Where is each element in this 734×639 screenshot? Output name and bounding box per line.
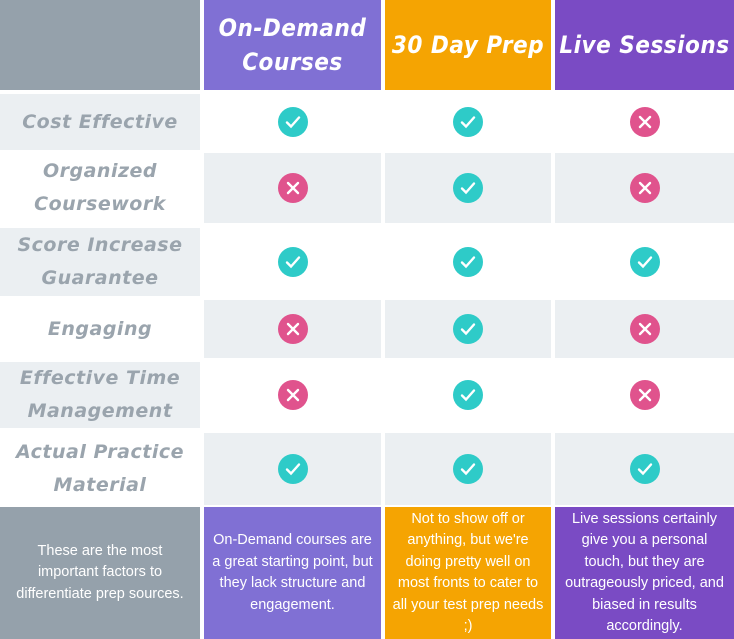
check-icon bbox=[277, 247, 308, 277]
row-label-text: Score Increase Guarantee bbox=[17, 234, 183, 289]
column-title: Live Sessions bbox=[559, 31, 730, 59]
row-label-text: Cost Effective bbox=[22, 110, 178, 133]
header-corner bbox=[0, 0, 200, 90]
table-cell bbox=[555, 433, 734, 505]
row-label: Actual Practice Material bbox=[0, 433, 200, 505]
table-cell bbox=[204, 300, 381, 358]
table-cell bbox=[555, 228, 734, 296]
column-header-3: Live Sessions bbox=[555, 0, 734, 90]
table-cell bbox=[555, 94, 734, 150]
check-icon bbox=[453, 173, 483, 203]
check-icon bbox=[629, 247, 660, 277]
check-icon bbox=[453, 247, 483, 277]
column-header-2: 30 Day Prep bbox=[385, 0, 551, 90]
table-cell bbox=[555, 362, 734, 428]
label-description: These are the most important factors to … bbox=[0, 507, 200, 639]
table-cell bbox=[204, 362, 381, 428]
column-description-3: Live sessions certainly give you a perso… bbox=[555, 507, 734, 639]
description-text: On-Demand courses are a great starting p… bbox=[212, 532, 373, 613]
table-cell bbox=[204, 153, 381, 223]
table-cell bbox=[385, 153, 551, 223]
check-icon bbox=[453, 107, 483, 137]
table-cell bbox=[385, 94, 551, 150]
row-label: Organized Coursework bbox=[0, 153, 200, 223]
row-label-text: Organized Coursework bbox=[34, 160, 166, 215]
check-icon bbox=[453, 314, 483, 344]
check-icon bbox=[629, 454, 660, 484]
row-label-text: Engaging bbox=[47, 317, 153, 340]
row-label-text: Actual Practice Material bbox=[16, 441, 184, 496]
cross-icon bbox=[277, 380, 308, 410]
description-text: Not to show off or anything, but we're d… bbox=[392, 510, 544, 635]
table-cell bbox=[385, 362, 551, 428]
check-icon bbox=[453, 380, 483, 410]
table-cell bbox=[555, 300, 734, 358]
table-cell bbox=[385, 228, 551, 296]
column-header-1: On-Demand Courses bbox=[204, 0, 381, 90]
table-cell bbox=[385, 433, 551, 505]
check-icon bbox=[277, 107, 308, 137]
check-icon bbox=[453, 454, 483, 484]
table-cell bbox=[204, 433, 381, 505]
row-label: Effective Time Management bbox=[0, 362, 200, 428]
column-description-2: Not to show off or anything, but we're d… bbox=[385, 507, 551, 639]
cross-icon bbox=[629, 173, 660, 203]
cross-icon bbox=[277, 173, 308, 203]
table-cell bbox=[204, 228, 381, 296]
row-label: Engaging bbox=[0, 300, 200, 358]
cross-icon bbox=[629, 380, 660, 410]
column-title: 30 Day Prep bbox=[391, 31, 545, 59]
cross-icon bbox=[277, 314, 308, 344]
cross-icon bbox=[629, 314, 660, 344]
description-text: These are the most important factors to … bbox=[16, 542, 184, 602]
column-description-1: On-Demand courses are a great starting p… bbox=[204, 507, 381, 639]
check-icon bbox=[277, 454, 308, 484]
row-label: Score Increase Guarantee bbox=[0, 228, 200, 296]
description-text: Live sessions certainly give you a perso… bbox=[565, 510, 724, 635]
column-title: On-Demand Courses bbox=[218, 14, 367, 76]
cross-icon bbox=[629, 107, 660, 137]
row-label: Cost Effective bbox=[0, 94, 200, 150]
table-cell bbox=[204, 94, 381, 150]
table-cell bbox=[555, 153, 734, 223]
row-label-text: Effective Time Management bbox=[19, 367, 181, 422]
table-cell bbox=[385, 300, 551, 358]
